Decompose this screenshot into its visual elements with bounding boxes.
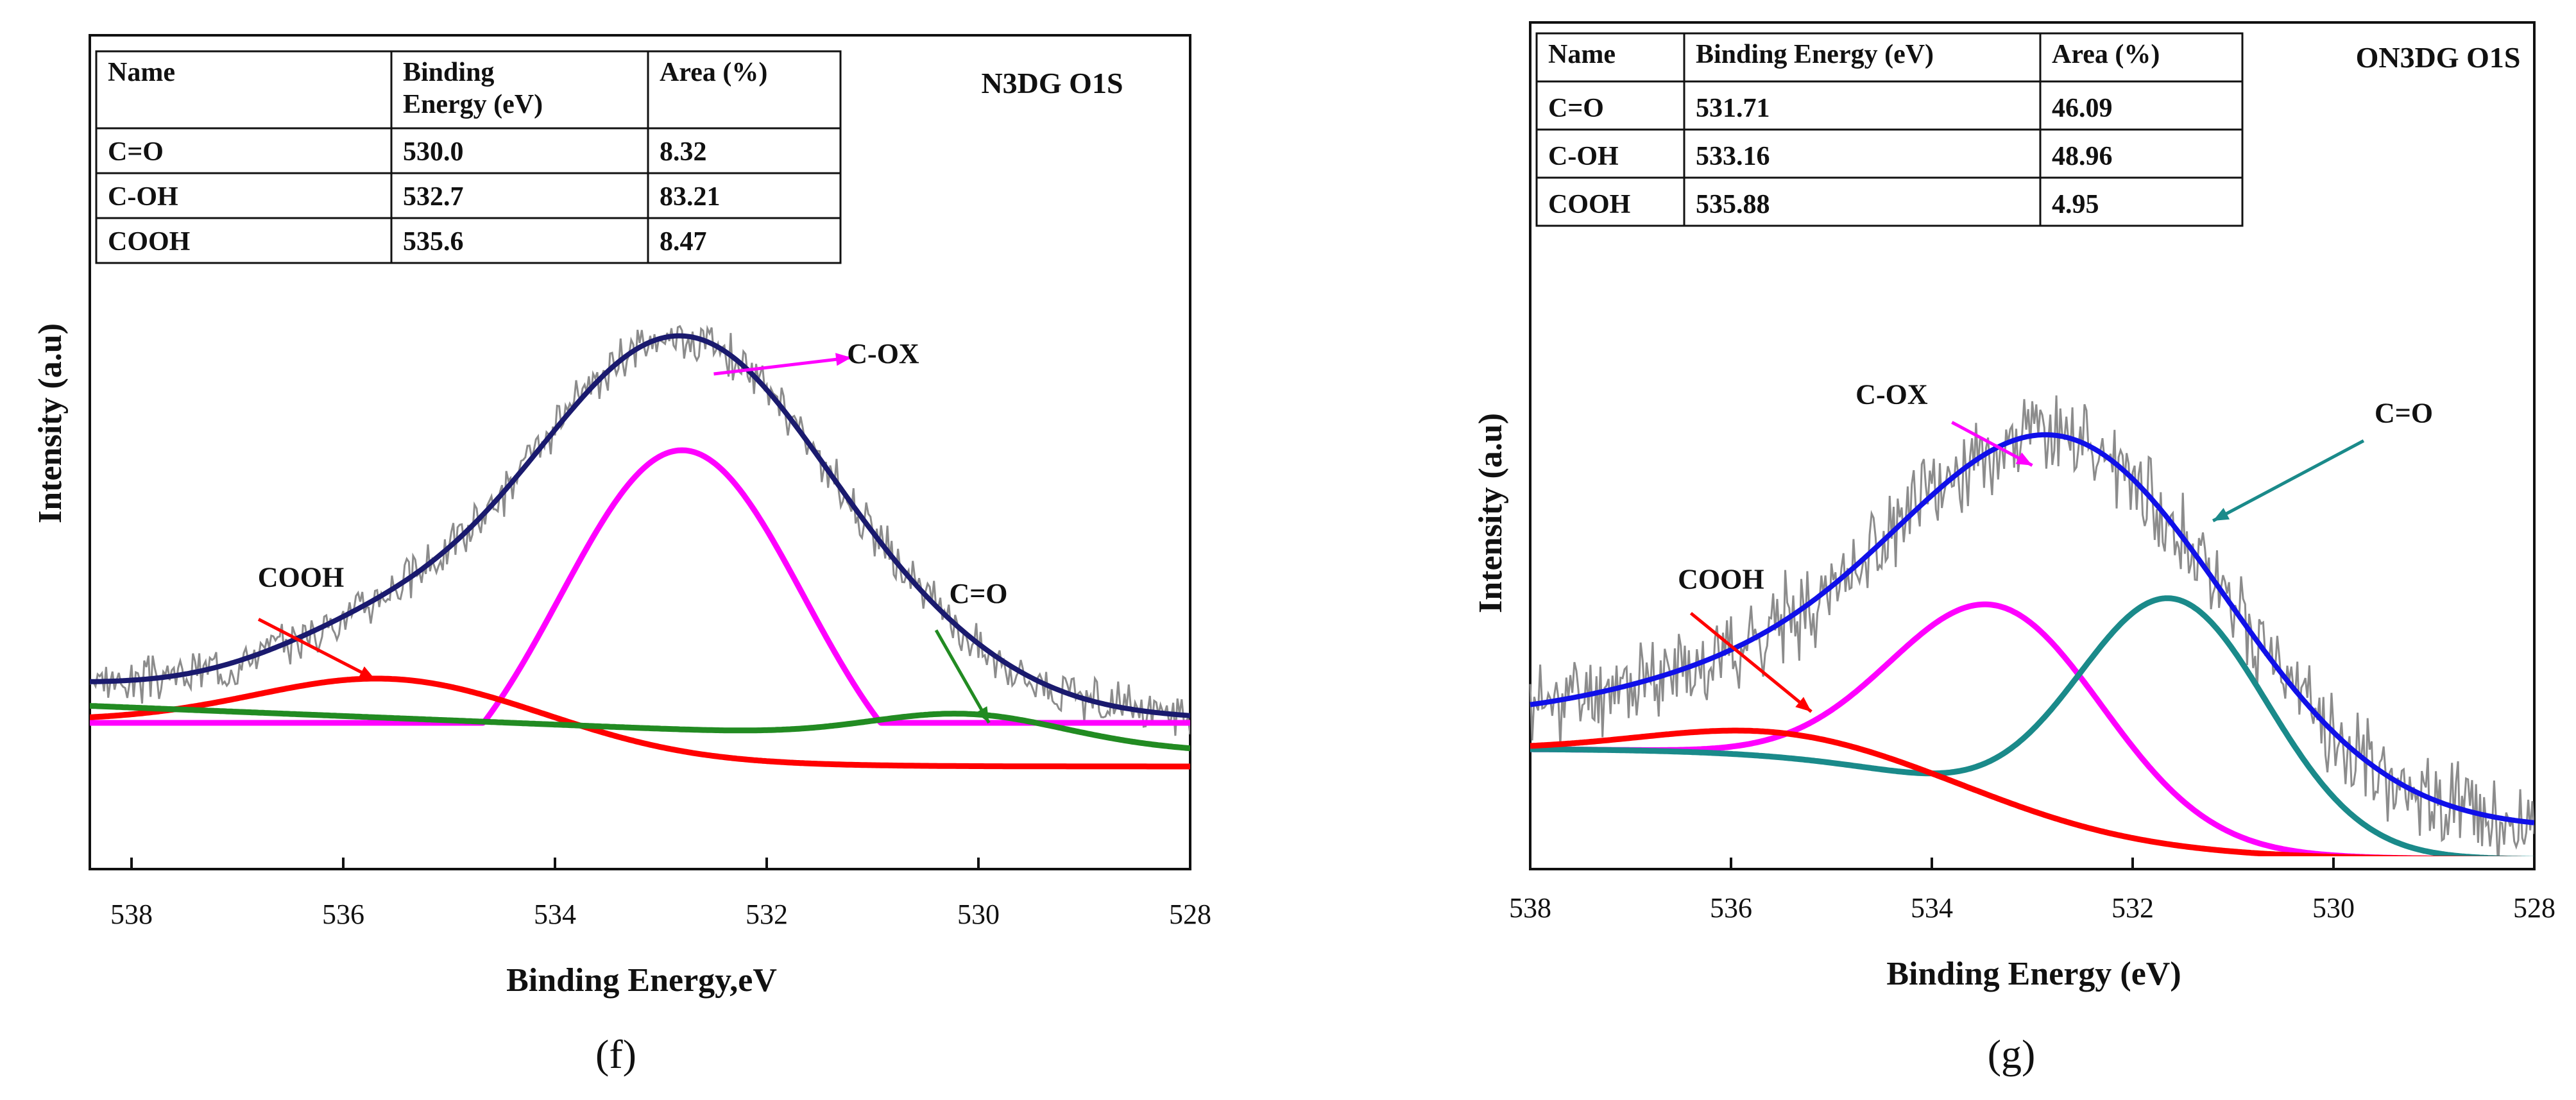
- data-table-f: Name Binding Energy (eV) Area (%) C=O 530.0 8.…: [95, 50, 842, 264]
- table-cell: 8.47: [660, 227, 707, 257]
- y-axis-label-g: Intensity (a.u): [1472, 413, 1509, 613]
- table-cell: 83.21: [660, 182, 721, 212]
- annotation-arrow-c-o-f: [934, 629, 991, 724]
- table-cell: C-OH: [108, 182, 178, 212]
- plot-area-f: C-OX COOH C=O: [90, 325, 1190, 770]
- annotation-arrowhead-c-ox-f: [835, 353, 851, 366]
- x-axis-label-g: Binding Energy (eV): [1886, 956, 2181, 992]
- x-tick-label: 530: [2312, 892, 2355, 924]
- panel-g: C-OX C=O COOH ON3DG O1S Name Binding Energy…: [1472, 21, 2555, 1077]
- annotation-arrow-cooh-g: [1689, 612, 1813, 713]
- annotation-label-cooh-f: COOH: [258, 562, 344, 593]
- series-line-fitted-envelope-g: [1530, 432, 2534, 825]
- table-cell: 535.88: [1696, 190, 1770, 219]
- x-tick-label: 538: [1509, 892, 1551, 924]
- data-table-g: Name Binding Energy (eV) Area (%) C=O 531.71…: [1535, 32, 2244, 227]
- table-cell: 532.7: [403, 182, 464, 212]
- x-tick-label: 528: [2513, 892, 2555, 924]
- series-line-fitted-envelope-f: [90, 333, 1190, 718]
- table-cell: C=O: [108, 137, 164, 167]
- x-tick-label: 538: [110, 899, 153, 930]
- series-line-c-ox-g: [1529, 601, 2534, 856]
- x-tick-label: 534: [534, 899, 576, 930]
- annotation-arrowhead-c-o-g: [2213, 507, 2230, 521]
- subfigure-label-f: (f): [595, 1031, 636, 1077]
- annotation-arrowhead-c-o-f: [975, 706, 989, 723]
- table-header-cell: Binding Energy (eV): [1696, 40, 1934, 69]
- raw-data-line-g: [1529, 395, 2534, 856]
- table-cell: 48.96: [2052, 142, 2113, 171]
- series-line-cooh-g: [1529, 727, 2534, 856]
- series-line-c-o-g: [1529, 595, 2534, 856]
- table-header-cell: Name: [1548, 40, 1616, 69]
- annotation-label-c-o-g: C=O: [2375, 397, 2433, 428]
- series-line-cooh-f: [90, 675, 1190, 770]
- subfigure-label-g: (g): [1988, 1031, 2036, 1077]
- plot-area-g: C-OX C=O COOH: [1529, 379, 2534, 856]
- x-tick-label: 536: [322, 899, 364, 930]
- table-cell: 535.6: [403, 227, 464, 257]
- annotation-arrowhead-cooh-g: [1795, 697, 1812, 712]
- x-tick-label: 530: [957, 899, 1000, 930]
- annotation-label-c-ox-f: C-OX: [847, 338, 919, 369]
- table-cell: COOH: [1548, 190, 1630, 219]
- x-axis-label-f: Binding Energy,eV: [506, 962, 777, 999]
- table-cell: 530.0: [403, 137, 464, 167]
- table-cell: C=O: [1548, 94, 1604, 123]
- x-tick-label: 528: [1169, 899, 1211, 930]
- table-cell: C-OH: [1548, 142, 1619, 171]
- panel-f: C-OX COOH C=O N3DG O1S Name Binding Energy (…: [32, 34, 1211, 1077]
- table-cell: 533.16: [1696, 142, 1770, 171]
- y-axis-label-f: Intensity (a.u): [32, 323, 69, 523]
- x-ticks-f: 538 536 534 532 530 528: [110, 858, 1211, 930]
- panel-title-g: ON3DG O1S: [2356, 41, 2521, 74]
- table-header-cell: Energy (eV): [403, 90, 543, 119]
- series-line-c-o-f: [90, 702, 1190, 752]
- table-cell: 4.95: [2052, 190, 2099, 219]
- annotation-arrow-c-o-g: [2212, 439, 2365, 523]
- panel-title-f: N3DG O1S: [981, 67, 1123, 99]
- table-cell: 8.32: [660, 137, 707, 167]
- annotation-label-c-ox-g: C-OX: [1855, 379, 1928, 410]
- series-line-c-ox-f: [90, 447, 1190, 726]
- annotation-arrow-cooh-f: [257, 618, 376, 681]
- table-cell: 531.71: [1696, 94, 1770, 123]
- annotation-arrowhead-cooh-f: [358, 666, 375, 679]
- table-cell: 46.09: [2052, 94, 2113, 123]
- table-frame: [95, 50, 842, 264]
- table-header-cell: Area (%): [660, 58, 767, 87]
- table-header-cell: Area (%): [2052, 40, 2160, 69]
- x-tick-label: 534: [1911, 892, 1953, 924]
- annotation-arrow-c-ox-f: [713, 356, 852, 376]
- annotation-arrowhead-c-ox-g: [2015, 452, 2033, 466]
- table-header-cell: Name: [108, 58, 175, 87]
- table-cell: COOH: [108, 227, 190, 257]
- x-ticks-g: 538 536 534 532 530 528: [1509, 858, 2555, 924]
- table-header-cell: Binding: [403, 58, 494, 87]
- x-tick-label: 532: [2111, 892, 2154, 924]
- plot-frame-g: [1529, 21, 2536, 870]
- annotation-label-cooh-g: COOH: [1678, 564, 1764, 595]
- raw-data-line-f: [90, 325, 1190, 736]
- x-tick-label: 536: [1710, 892, 1752, 924]
- annotation-label-c-o-f: C=O: [949, 578, 1007, 609]
- plot-frame-f: [89, 34, 1191, 870]
- x-tick-label: 532: [746, 899, 788, 930]
